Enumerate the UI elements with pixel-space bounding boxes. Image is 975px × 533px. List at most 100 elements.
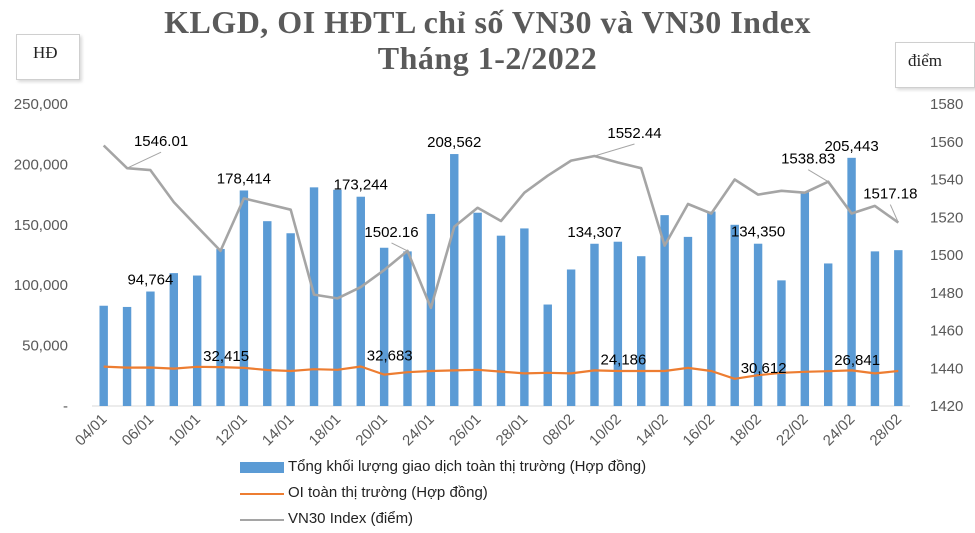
bar-volume [169,273,179,406]
data-label-volume: 208,562 [427,134,481,151]
bar-volume [239,190,249,406]
data-label-oi: 32,415 [203,348,249,365]
bar-volume [894,250,903,406]
data-label-volume: 173,244 [334,177,388,194]
y-left-tick-label: 200,000 [14,156,68,173]
legend-label-oi: OI toàn thị trường (Hợp đồng) [288,484,488,501]
data-label-volume: 94,764 [127,272,173,289]
bar-volume [777,280,786,406]
y-left-tick-label: - [63,398,68,415]
bar-volume [356,196,365,406]
leader-line-vn30 [391,242,408,252]
bar-volume [566,269,576,406]
bar-volume [707,211,716,406]
right-axis-unit-box: điểm [895,42,975,88]
leader-line-vn30 [889,204,899,223]
bar-volume [473,212,482,406]
legend-vn30-swatch [240,519,284,521]
x-tick-label: 16/02 [680,411,719,450]
legend-bar-swatch [240,462,284,473]
bar-volume [823,263,833,406]
chart-subtitle: Tháng 1-2/2022 [377,40,598,76]
bar-volume [683,236,693,406]
data-label-oi: 30,612 [741,360,787,377]
y-right-tick-label: 1520 [930,209,963,226]
x-tick-label: 28/02 [867,411,906,450]
data-label-volume: 134,307 [567,224,621,241]
bar-volume [496,235,506,406]
data-label-oi: 26,841 [834,352,880,369]
bar-volume [146,291,155,406]
bar-volume [520,228,529,406]
y-right-tick-label: 1500 [930,247,963,264]
bar-volume [379,247,389,406]
y-right-tick-label: 1560 [930,134,963,151]
y-left-tick-label: 100,000 [14,277,68,294]
data-label-volume: 178,414 [217,170,271,187]
bar-volume [403,251,412,406]
bar-volume [192,275,202,406]
x-tick-label: 18/01 [306,411,345,450]
data-label-vn30: 1546.01 [134,133,188,150]
x-tick-label: 10/02 [586,411,625,450]
left-axis-unit: HĐ [33,43,58,62]
bar-volume [800,192,810,406]
bar-volume [122,306,132,406]
x-tick-label: 18/02 [726,411,765,450]
bar-volume [753,243,763,406]
bar-volume [730,224,739,406]
leader-line-vn30 [807,169,829,183]
legend-label-vn30: VN30 Index (điểm) [288,510,414,527]
data-label-volume: 134,350 [731,224,785,241]
y-right-tick-label: 1480 [930,285,963,302]
x-tick-label: 08/02 [539,411,578,450]
bar-volume [543,304,552,406]
legend-oi-swatch [240,493,284,495]
x-tick-label: 04/01 [72,411,111,450]
data-label-oi: 32,683 [367,348,413,365]
line-oi [103,365,899,380]
left-axis-unit-box: HĐ [16,34,80,80]
right-axis-unit: điểm [908,51,942,70]
x-tick-label: 06/01 [119,411,158,450]
bar-volume [263,221,272,406]
y-right-tick-label: 1540 [930,172,963,189]
y-left-tick-label: 150,000 [14,217,68,234]
data-label-vn30: 1502.16 [364,224,418,241]
bar-volume [613,241,623,406]
x-tick-label: 26/01 [446,411,485,450]
y-right-tick-label: 1440 [930,360,963,377]
line-vn30 [102,144,900,310]
bar-volume [870,251,880,406]
x-tick-label: 24/02 [820,411,859,450]
x-tick-label: 24/01 [399,411,438,450]
bar-volume [847,157,856,406]
bar-volume [426,213,436,406]
data-label-vn30: 1538.83 [781,151,835,168]
x-tick-label: 22/02 [773,411,812,450]
bar-volume [450,154,459,406]
bar-volume [216,248,225,406]
leader-line-vn30 [126,151,162,169]
y-right-tick-label: 1420 [930,398,963,415]
y-left-tick-label: 50,000 [22,338,68,355]
bar-volume [637,256,646,406]
bar-volume [286,233,295,406]
y-right-tick-label: 1460 [930,323,963,340]
data-label-vn30: 1517.18 [863,186,917,203]
leader-line-vn30 [594,143,635,157]
x-tick-label: 14/01 [259,411,298,450]
chart-title: KLGD, OI HĐTL chỉ số VN30 và VN30 Index [164,4,811,40]
bar-volume [590,243,599,406]
data-label-volume: 205,443 [824,138,878,155]
bar-volume [309,187,319,406]
y-right-tick-label: 1580 [930,96,963,113]
x-tick-label: 12/01 [212,411,251,450]
data-label-oi: 24,186 [600,351,646,368]
bar-volume [660,215,669,406]
legend-label-volume: Tổng khối lượng giao dịch toàn thị trườn… [288,458,647,475]
x-tick-label: 10/01 [165,411,204,450]
x-tick-label: 14/02 [633,411,672,450]
